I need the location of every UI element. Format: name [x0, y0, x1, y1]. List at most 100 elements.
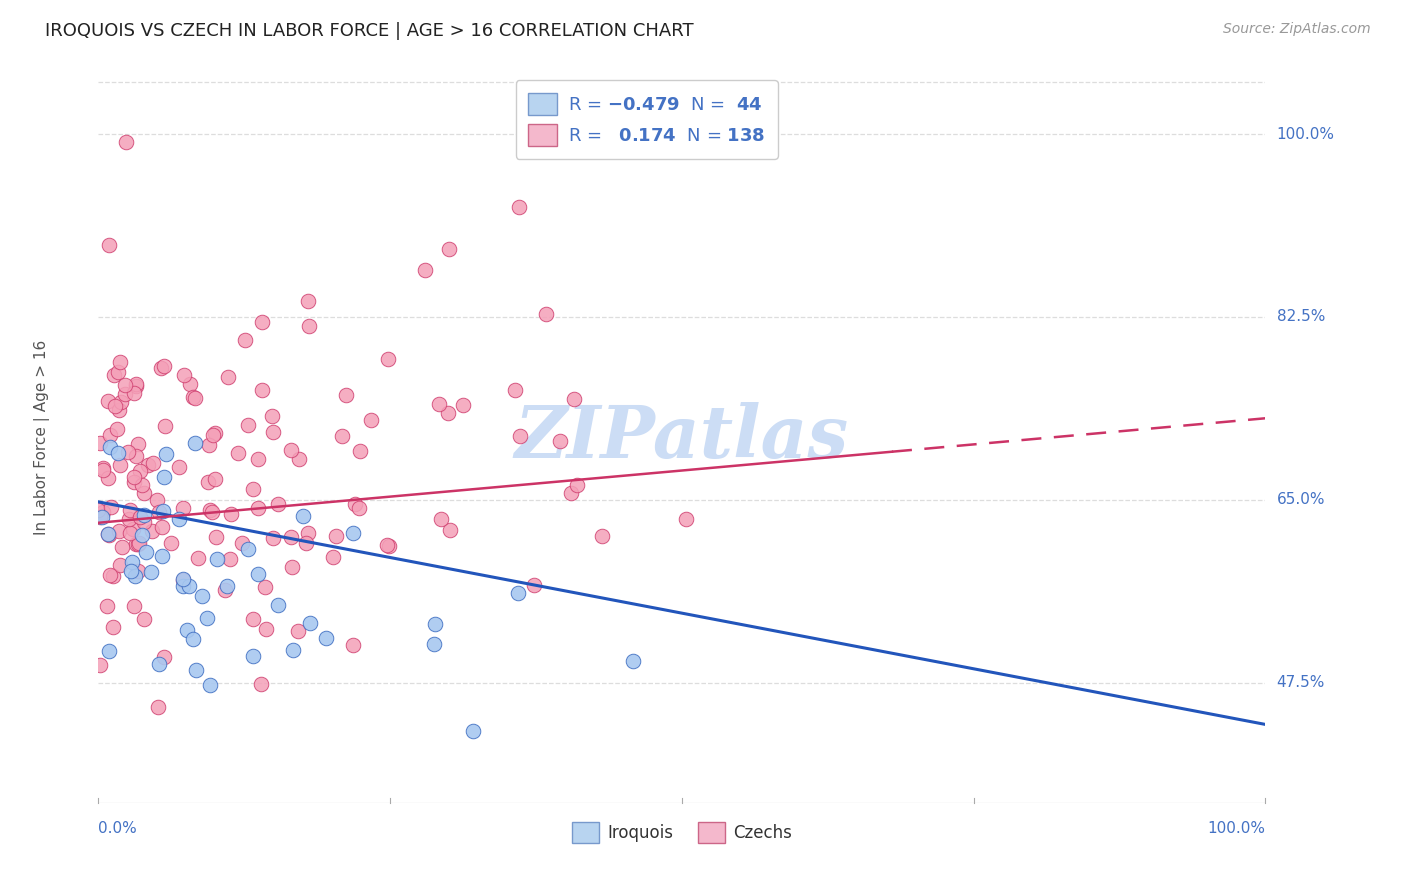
- Point: [297, 526, 319, 541]
- Point: [101, 569, 124, 583]
- Point: [550, 434, 572, 449]
- Point: [202, 428, 225, 442]
- Point: [281, 643, 304, 657]
- Point: [375, 538, 398, 552]
- Point: [204, 426, 226, 441]
- Point: [659, 117, 682, 131]
- Point: [219, 507, 242, 521]
- Point: [148, 700, 170, 714]
- Point: [118, 511, 141, 525]
- Point: [280, 530, 302, 544]
- Point: [89, 436, 111, 450]
- Point: [181, 632, 204, 646]
- Point: [184, 435, 207, 450]
- Point: [108, 558, 131, 572]
- Point: [437, 242, 460, 256]
- Point: [127, 437, 149, 451]
- Point: [231, 536, 253, 550]
- Point: [215, 579, 238, 593]
- Point: [152, 504, 174, 518]
- Point: [97, 526, 120, 541]
- Point: [429, 511, 451, 525]
- Point: [155, 447, 177, 461]
- Point: [97, 644, 120, 658]
- Point: [124, 475, 146, 489]
- Point: [349, 443, 371, 458]
- Point: [567, 477, 589, 491]
- Point: [132, 515, 155, 529]
- Point: [160, 536, 183, 550]
- Text: 100.0%: 100.0%: [1208, 822, 1265, 837]
- Point: [172, 579, 194, 593]
- Point: [246, 566, 269, 581]
- Point: [110, 355, 132, 369]
- Point: [226, 446, 249, 460]
- Point: [195, 611, 218, 625]
- Point: [562, 392, 585, 406]
- Point: [98, 568, 121, 582]
- Point: [463, 724, 485, 739]
- Point: [152, 470, 174, 484]
- Point: [287, 452, 309, 467]
- Point: [508, 200, 530, 214]
- Point: [534, 307, 557, 321]
- Point: [280, 443, 302, 458]
- Text: Source: ZipAtlas.com: Source: ZipAtlas.com: [1223, 22, 1371, 37]
- Point: [121, 522, 143, 536]
- Point: [103, 368, 125, 382]
- Point: [149, 360, 172, 375]
- Point: [167, 512, 190, 526]
- Point: [153, 359, 176, 374]
- Point: [267, 496, 290, 510]
- Point: [675, 512, 697, 526]
- Point: [242, 482, 264, 496]
- Point: [98, 527, 121, 541]
- Point: [508, 586, 530, 600]
- Point: [150, 520, 173, 534]
- Point: [121, 555, 143, 569]
- Point: [560, 485, 582, 500]
- Point: [125, 377, 148, 392]
- Point: [505, 383, 527, 397]
- Point: [299, 615, 322, 630]
- Point: [91, 463, 114, 477]
- Point: [204, 471, 226, 485]
- Point: [110, 458, 132, 473]
- Point: [125, 378, 148, 392]
- Point: [176, 623, 198, 637]
- Point: [179, 579, 201, 593]
- Point: [250, 384, 273, 398]
- Point: [330, 429, 353, 443]
- Point: [135, 545, 157, 559]
- Point: [104, 399, 127, 413]
- Text: IROQUOIS VS CZECH IN LABOR FORCE | AGE > 16 CORRELATION CHART: IROQUOIS VS CZECH IN LABOR FORCE | AGE >…: [45, 22, 693, 40]
- Text: 0.0%: 0.0%: [98, 822, 138, 837]
- Point: [167, 459, 190, 474]
- Point: [591, 529, 613, 543]
- Point: [127, 537, 149, 551]
- Point: [89, 658, 111, 673]
- Point: [122, 599, 145, 614]
- Point: [423, 616, 446, 631]
- Point: [145, 493, 167, 508]
- Point: [141, 565, 163, 579]
- Point: [621, 654, 644, 668]
- Point: [509, 428, 531, 442]
- Point: [127, 565, 149, 579]
- Point: [413, 263, 436, 277]
- Point: [93, 505, 115, 519]
- Point: [131, 528, 153, 542]
- Point: [242, 612, 264, 626]
- Point: [120, 564, 142, 578]
- Point: [148, 657, 170, 671]
- Point: [198, 438, 221, 452]
- Point: [253, 580, 276, 594]
- Text: 100.0%: 100.0%: [1277, 127, 1334, 142]
- Point: [148, 505, 170, 519]
- Point: [217, 369, 239, 384]
- Point: [134, 612, 156, 626]
- Point: [107, 446, 129, 460]
- Point: [325, 529, 347, 543]
- Point: [292, 508, 315, 523]
- Point: [191, 589, 214, 603]
